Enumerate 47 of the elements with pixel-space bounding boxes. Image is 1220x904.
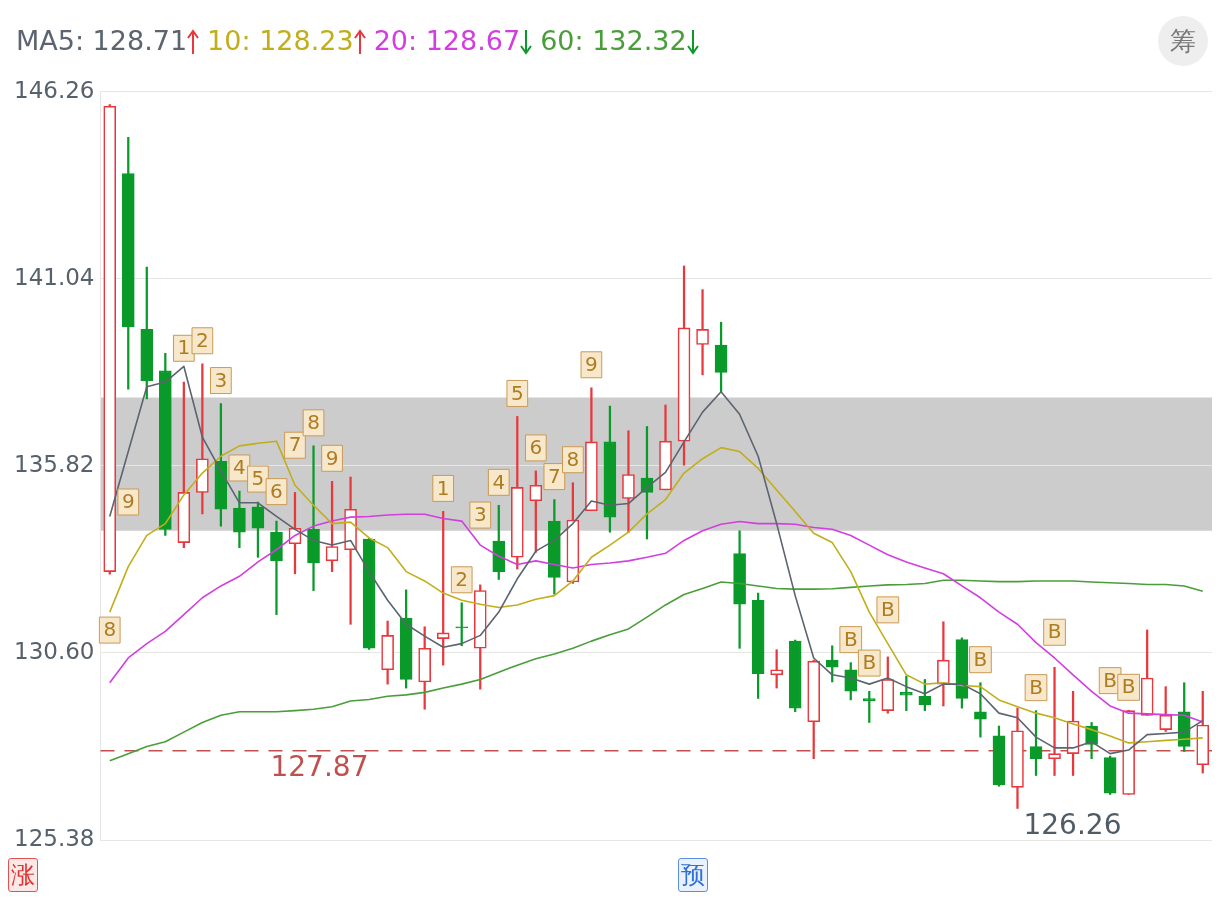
- text: 9: [121, 489, 135, 514]
- ref-line-label: 127.87: [270, 750, 369, 784]
- text: 8: [566, 446, 580, 471]
- text: 1: [177, 335, 191, 360]
- text: 7: [288, 432, 302, 457]
- text: 60: 132.32: [540, 24, 688, 56]
- text: B: [973, 646, 988, 671]
- candlestick: [270, 520, 283, 615]
- text: 5: [510, 380, 524, 405]
- text: B: [1029, 674, 1043, 699]
- round-button: 筹: [1158, 16, 1208, 66]
- text: 9: [325, 445, 339, 470]
- candlestick: [974, 682, 987, 738]
- y-tick-label: 125.38: [13, 824, 95, 851]
- text: B: [1103, 667, 1117, 692]
- text: 2: [196, 327, 209, 352]
- text: 8: [307, 410, 320, 435]
- y-tick-label: 146.26: [13, 76, 95, 103]
- text: B: [880, 597, 895, 622]
- text: 6: [529, 435, 543, 460]
- text: 6: [270, 478, 283, 503]
- text: 1: [436, 475, 450, 500]
- y-tick-label: 141.04: [13, 263, 95, 290]
- candlestick: [696, 289, 709, 376]
- text: 2: [455, 566, 469, 591]
- text: B: [862, 650, 877, 675]
- text: B: [1121, 674, 1136, 699]
- text: B: [843, 626, 858, 651]
- y-tick-label: 135.82: [13, 450, 95, 477]
- text: 5: [251, 466, 265, 491]
- annotation: 126.26: [1023, 807, 1122, 841]
- y-tick-label: 130.60: [13, 637, 95, 664]
- text: 预: [681, 861, 705, 889]
- text: 涨: [11, 861, 35, 889]
- candlestick: [937, 621, 950, 707]
- text: B: [1047, 619, 1062, 644]
- text: 4: [492, 469, 506, 494]
- text: 20: 128.67: [373, 24, 522, 56]
- text: 3: [473, 502, 487, 527]
- text: 7: [547, 463, 561, 488]
- candlestick: [622, 430, 635, 533]
- text: MA5: 128.71: [16, 24, 189, 56]
- text: 3: [214, 367, 228, 392]
- text: 9: [585, 351, 598, 376]
- text: 10: 128.23: [207, 24, 355, 56]
- text: 4: [233, 455, 246, 480]
- text: 8: [103, 617, 117, 642]
